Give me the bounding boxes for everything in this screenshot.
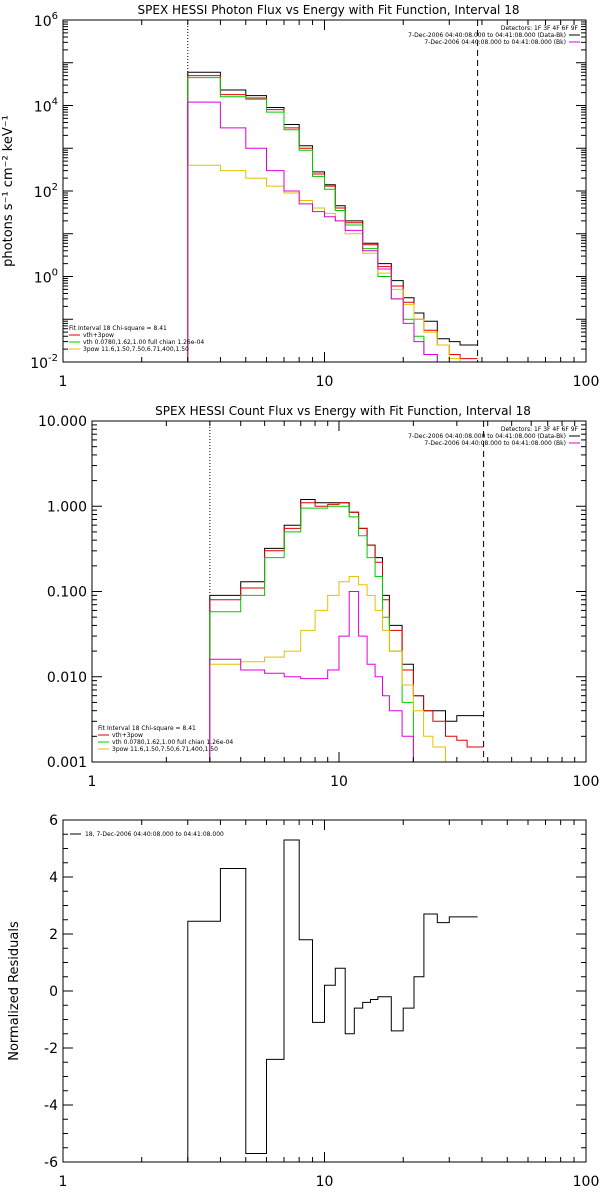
y-tick-label: 10-2 bbox=[30, 353, 58, 372]
fit-line: Fit Interval 18 Chi-square = 8.41 bbox=[69, 325, 167, 332]
x-tick-label: 1 bbox=[59, 1174, 68, 1190]
y-tick-label: 0.100 bbox=[47, 585, 87, 601]
y-tick-label: 0.001 bbox=[47, 755, 87, 771]
x-tick-label: 100 bbox=[573, 774, 600, 790]
y-tick-label: 2 bbox=[49, 927, 58, 943]
x-tick-label: 1 bbox=[88, 774, 97, 790]
x-tick-label: 100 bbox=[573, 1174, 600, 1190]
y-tick-base: 10 bbox=[34, 185, 52, 201]
series-3pow bbox=[209, 576, 458, 762]
y-tick-label: 10.000 bbox=[38, 414, 87, 430]
y-tick-label: -6 bbox=[44, 1155, 58, 1171]
y-tick-label: 100 bbox=[34, 268, 58, 287]
x-tick-label: 100 bbox=[573, 374, 600, 390]
series-group bbox=[187, 71, 478, 362]
series-vth bbox=[209, 505, 425, 762]
series-bk bbox=[187, 101, 450, 362]
y-tick-label: 0.010 bbox=[47, 670, 87, 686]
series-18 bbox=[187, 839, 478, 1162]
series-group bbox=[209, 499, 484, 762]
series-data-bk bbox=[209, 499, 484, 762]
y-axis-label: photons s⁻¹ cm⁻² keV⁻¹ bbox=[1, 115, 16, 267]
y-tick-exp: -2 bbox=[48, 353, 58, 364]
y-tick-label: 0 bbox=[49, 984, 58, 1000]
chart-title: SPEX HESSI Photon Flux vs Energy with Fi… bbox=[138, 3, 520, 17]
y-tick-base: 10 bbox=[30, 356, 48, 372]
fit-line: vth 0.0780,1.62,1.00 full chian 1.26e-04 bbox=[83, 339, 204, 346]
y-tick-exp: 4 bbox=[52, 97, 58, 108]
y-axis-label: Normalized Residuals bbox=[7, 921, 22, 1061]
info-line: 7-Dec-2006 04:40:08.000 to 04:41:08.000 … bbox=[424, 39, 566, 46]
y-tick-base: 10 bbox=[34, 271, 52, 287]
y-tick-label: 1.000 bbox=[47, 499, 87, 515]
series-data-bk bbox=[187, 71, 478, 362]
y-tick-exp: 0 bbox=[52, 268, 58, 279]
series-bk bbox=[209, 591, 425, 762]
fit-line: vth+3pow bbox=[112, 732, 143, 739]
y-tick-label: 6 bbox=[49, 813, 58, 829]
info-line: 7-Dec-2006 04:40:08.000 to 04:41:08.000 … bbox=[408, 32, 566, 39]
fit-line: 3pow 11.6,1.50,7.50,6.71,400,1.50 bbox=[112, 746, 218, 753]
y-tick-base: 10 bbox=[34, 100, 52, 116]
info-line: 7-Dec-2006 04:40:08.000 to 04:41:08.000 … bbox=[424, 440, 566, 447]
info-line: Detectors: 1F 3F 4F 6F 9F bbox=[501, 426, 579, 433]
y-tick-label: 102 bbox=[34, 182, 58, 201]
info-line: Detectors: 1F 3F 4F 6F 9F bbox=[501, 25, 579, 32]
series-3pow bbox=[187, 164, 461, 362]
y-tick-exp: 6 bbox=[52, 11, 58, 22]
fit-line: vth 0.0780,1.62,1.00 full chian 1.26e-04 bbox=[112, 739, 233, 746]
series-group bbox=[187, 839, 478, 1162]
series-vth-3pow bbox=[209, 502, 484, 762]
panel-2: SPEX HESSI Count Flux vs Energy with Fit… bbox=[38, 404, 600, 790]
legend-label: 18, 7-Dec-2006 04:40:08.000 to 04:41:08.… bbox=[85, 831, 224, 838]
fit-line: 3pow 11.6,1.50,7.50,6.71,400,1.50 bbox=[83, 346, 189, 353]
y-tick-base: 10 bbox=[34, 14, 52, 30]
plot-frame bbox=[62, 19, 587, 363]
panel-3: 1 10 100 -6 -4 -2 0 2 4 6 Normalized Residuals 18, … bbox=[7, 813, 600, 1190]
fit-line: vth+3pow bbox=[83, 332, 114, 339]
y-tick-label: 4 bbox=[49, 870, 58, 886]
y-tick-label: 106 bbox=[34, 11, 58, 30]
info-line: 7-Dec-2006 04:40:08.000 to 04:41:08.000 … bbox=[408, 433, 566, 440]
series-vth bbox=[187, 77, 438, 362]
panel-1: SPEX HESSI Photon Flux vs Energy with Fi… bbox=[1, 3, 600, 390]
x-tick-label: 10 bbox=[316, 374, 334, 390]
series-vth-3pow bbox=[187, 75, 478, 362]
fit-line: Fit Interval 18 Chi-square = 8.41 bbox=[98, 725, 196, 732]
y-tick-label: -4 bbox=[44, 1098, 58, 1114]
x-tick-label: 1 bbox=[59, 374, 68, 390]
y-tick-label: -2 bbox=[44, 1041, 58, 1057]
x-tick-label: 10 bbox=[330, 774, 348, 790]
y-tick-exp: 2 bbox=[52, 182, 58, 193]
y-tick-label: 104 bbox=[34, 97, 58, 116]
x-tick-label: 10 bbox=[316, 1174, 334, 1190]
chart-title: SPEX HESSI Count Flux vs Energy with Fit… bbox=[155, 404, 531, 418]
